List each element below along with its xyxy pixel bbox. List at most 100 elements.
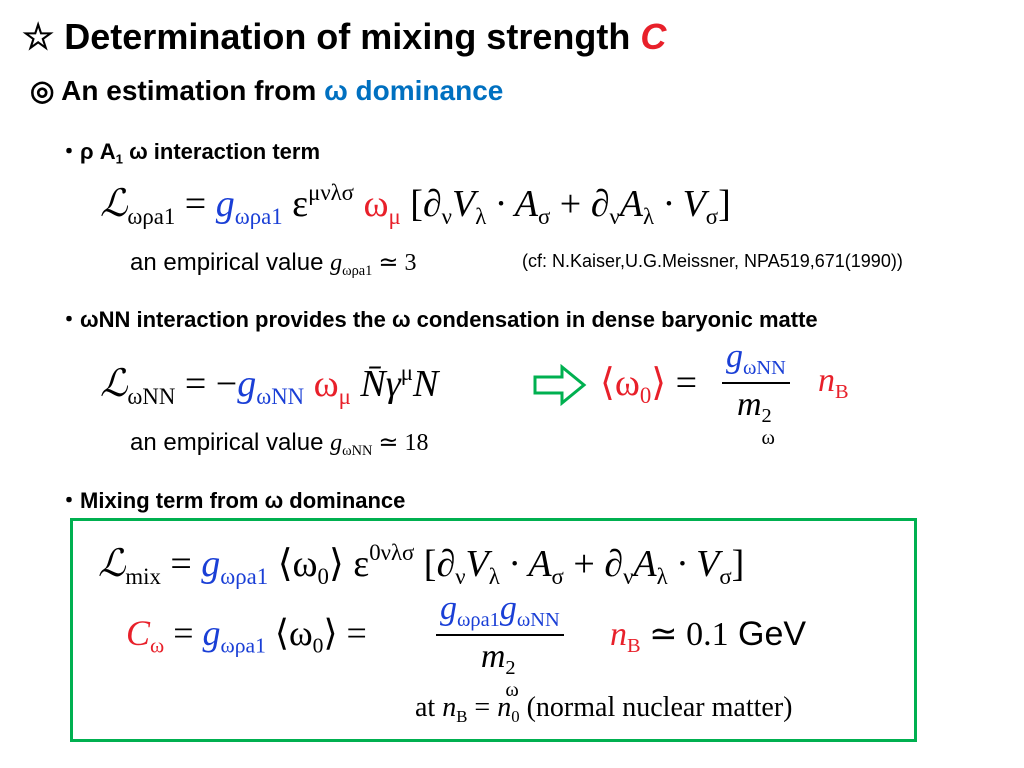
text-segment: g	[330, 250, 343, 276]
text-segment: μ	[388, 203, 401, 229]
text-segment: ・ωNN interaction provides the ω condensa…	[58, 307, 818, 332]
text-segment: ℒ	[100, 362, 128, 405]
empirical-value: an empirical value gωρa1 ≃ 3	[130, 248, 416, 280]
text-segment: 0	[511, 706, 520, 726]
text-segment: ⟨ω	[265, 613, 313, 653]
text-segment: ω	[505, 678, 519, 701]
text-segment: g	[726, 338, 743, 375]
text-segment: λ	[656, 563, 668, 589]
arrow-shape	[533, 364, 587, 406]
text-segment: g	[499, 590, 517, 627]
text-segment: B	[627, 635, 641, 658]
text-segment: σ	[719, 563, 732, 589]
text-segment: · V	[667, 542, 720, 585]
text-segment: μνλσ	[308, 180, 354, 205]
text-segment: ω	[150, 633, 165, 658]
text-segment: =	[666, 362, 698, 404]
text-segment: V	[451, 182, 476, 225]
text-segment: ]	[731, 542, 745, 585]
text-segment: =	[467, 692, 498, 723]
text-segment: ・ρ A	[58, 139, 116, 164]
text-segment: ωρa	[127, 203, 164, 229]
text-segment: μ	[338, 383, 351, 409]
empirical-value: an empirical value gωNN ≃ 18	[130, 428, 428, 460]
equation: Cω = gωρa1 ⟨ω0⟩ =	[126, 612, 367, 659]
text-segment: μ	[400, 360, 413, 385]
text-segment: ωNN	[342, 443, 373, 460]
text-segment: · A	[486, 182, 538, 225]
slide-title: ☆ Determination of mixing strength C	[22, 16, 666, 58]
text-segment: n	[442, 692, 457, 723]
text-segment: m	[736, 386, 762, 424]
text-segment: (normal nuclear matter)	[519, 692, 793, 723]
equation: ℒmix = gωρa1 ⟨ω0⟩ ε0νλσ [∂νVλ · Aσ + ∂νA…	[98, 540, 744, 590]
text-segment: ⟩	[651, 362, 667, 404]
text-segment: B	[835, 381, 849, 404]
text-segment: λ	[475, 203, 487, 229]
implies-arrow	[533, 364, 587, 406]
text-segment: ν	[455, 563, 466, 589]
text-segment: mix	[125, 563, 161, 589]
text-segment: g	[330, 430, 343, 456]
text-segment: ω	[353, 182, 389, 225]
bullet: ・ρ A1 ω interaction term	[58, 134, 320, 167]
text-segment: ν	[609, 203, 620, 229]
equation: nB	[818, 362, 849, 404]
text-segment: =	[164, 613, 203, 653]
text-segment: = −	[175, 362, 238, 405]
text-segment: (cf: N.Kaiser,U.G.Meissner, NPA519,671(1…	[522, 251, 903, 271]
text-segment: ・Mixing term from ω dominance	[58, 488, 406, 513]
text-segment: ≃ 18	[372, 430, 429, 456]
text-segment: ⟨ω	[600, 362, 640, 404]
text-segment: ε	[282, 182, 309, 225]
text-segment: ωρa1	[234, 203, 283, 229]
text-segment: m	[480, 638, 506, 676]
text-segment: σ	[537, 203, 551, 229]
text-segment: n	[497, 692, 512, 723]
text-segment: =	[175, 182, 216, 225]
text-segment: C	[640, 16, 667, 57]
text-segment: A	[619, 182, 644, 225]
equation: nB ≃ 0.1 GeV	[610, 614, 806, 658]
text-segment: g	[440, 590, 457, 627]
text-segment: N̄γ	[350, 362, 401, 405]
text-segment: ωρa1	[220, 563, 269, 589]
text-segment: C	[126, 613, 151, 653]
text-segment: + ∂	[550, 182, 610, 225]
text-segment: ν	[623, 563, 634, 589]
text-segment: ν	[441, 203, 452, 229]
bullet: ・ωNN interaction provides the ω condensa…	[58, 302, 818, 334]
text-segment: g	[237, 362, 257, 405]
text-segment: B	[456, 706, 468, 726]
text-segment: [∂	[400, 182, 442, 225]
text-segment: ω	[761, 426, 775, 449]
numerator: gωρa1gωNN	[436, 590, 564, 637]
equation: ⟨ω0⟩ =	[600, 360, 697, 409]
text-segment: ωρa1	[457, 609, 500, 632]
numerator: gωNN	[722, 338, 790, 385]
reference: (cf: N.Kaiser,U.G.Meissner, NPA519,671(1…	[522, 251, 903, 272]
text-segment: =	[160, 542, 202, 585]
text-segment: 0	[639, 382, 652, 408]
text-segment: ⟨ω	[268, 542, 318, 585]
text-segment: 0νλσ	[369, 540, 415, 565]
text-segment: 0	[317, 563, 329, 589]
text-segment: 1	[115, 151, 123, 167]
bullet: ・Mixing term from ω dominance	[58, 483, 405, 515]
text-segment: g	[201, 542, 221, 585]
text-segment: 2	[761, 405, 772, 428]
text-segment: · V	[654, 182, 706, 225]
text-segment: ωρa1	[220, 633, 266, 658]
text-segment: σ	[705, 203, 719, 229]
text-segment: N	[412, 362, 439, 405]
text-segment: ωNN	[516, 609, 560, 632]
text-segment: ωNN	[743, 357, 786, 380]
equation: ℒωρa1 = gωρa1 εμνλσ ωμ [∂νVλ · Aσ + ∂νAλ…	[100, 180, 731, 230]
